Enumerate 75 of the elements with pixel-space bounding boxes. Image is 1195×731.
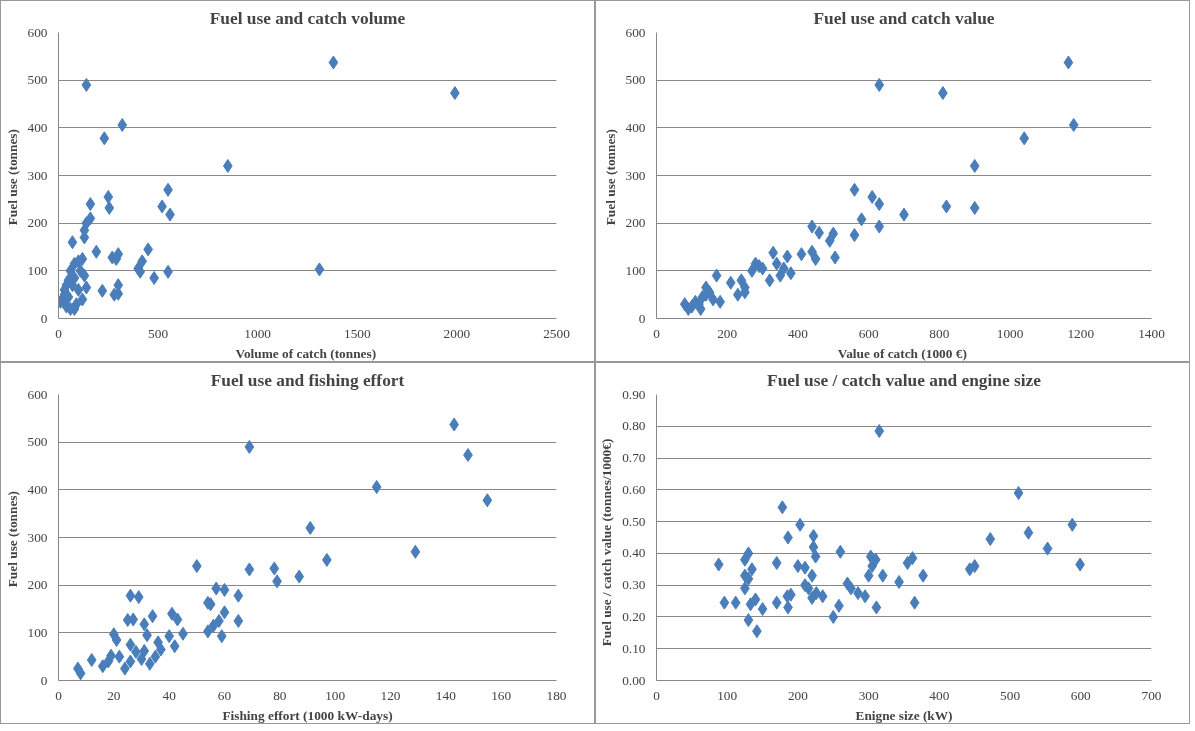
- y-axis-title: Fuel use (tonnes): [4, 129, 20, 226]
- y-tick-label: 400: [27, 481, 48, 497]
- x-tick-label: 160: [491, 687, 512, 703]
- x-tick-label: 20: [107, 687, 121, 703]
- chart-title: Fuel use / catch value and engine size: [767, 370, 1042, 390]
- x-tick-label: 600: [858, 325, 879, 341]
- y-tick-label: 0.30: [622, 577, 646, 593]
- x-tick-label: 2500: [543, 325, 571, 341]
- y-tick-label: 0.80: [622, 418, 646, 434]
- y-tick-label: 600: [27, 24, 48, 40]
- y-tick-label: 0.20: [622, 608, 646, 624]
- x-tick-label: 1000: [996, 325, 1024, 341]
- x-tick-label: 60: [217, 687, 232, 703]
- y-tick-label: 100: [27, 624, 48, 640]
- x-tick-label: 100: [325, 687, 346, 703]
- y-tick-label: 0.90: [622, 386, 646, 402]
- x-axis-title: Volume of catch (tonnes): [235, 345, 377, 361]
- x-tick-label: 200: [787, 687, 809, 703]
- chart-title: Fuel use and fishing effort: [210, 370, 405, 390]
- x-tick-label: 0: [653, 687, 661, 703]
- y-axis-title: Fuel use (tonnes): [602, 129, 618, 226]
- x-tick-label: 500: [148, 325, 169, 341]
- x-axis-title: Fishing effort (1000 kW-days): [222, 707, 393, 723]
- x-tick-label: 400: [929, 687, 950, 703]
- y-tick-label: 500: [27, 434, 48, 450]
- x-tick-label: 40: [162, 687, 177, 703]
- x-tick-label: 100: [717, 687, 738, 703]
- y-tick-label: 100: [625, 262, 646, 278]
- y-tick-label: 300: [625, 167, 646, 183]
- y-tick-label: 600: [625, 24, 646, 40]
- y-tick-label: 0: [40, 672, 48, 688]
- x-axis-title: Enigne size (kW): [855, 707, 953, 723]
- y-tick-label: 200: [625, 215, 646, 231]
- y-tick-label: 200: [27, 577, 48, 593]
- x-tick-label: 700: [1141, 687, 1162, 703]
- y-tick-label: 0.10: [622, 640, 646, 656]
- y-tick-label: 0: [638, 310, 646, 326]
- x-tick-label: 120: [380, 687, 401, 703]
- chart-title: Fuel use and catch volume: [209, 8, 406, 28]
- x-tick-label: 400: [787, 325, 809, 341]
- y-tick-label: 0.60: [622, 481, 646, 497]
- y-axis-title: Fuel use (tonnes): [4, 491, 20, 588]
- y-axis-title: Fuel use / catch value (tonnes/1000€): [599, 438, 615, 647]
- x-tick-label: 1400: [1138, 325, 1166, 341]
- x-tick-label: 0: [55, 687, 63, 703]
- y-tick-label: 400: [625, 119, 646, 135]
- x-tick-label: 2000: [443, 325, 471, 341]
- y-tick-label: 300: [27, 529, 48, 545]
- y-tick-label: 0.50: [622, 513, 646, 529]
- y-tick-label: 600: [27, 386, 48, 402]
- x-tick-label: 1500: [343, 325, 371, 341]
- x-tick-label: 600: [1070, 687, 1092, 703]
- x-tick-label: 200: [717, 325, 738, 341]
- x-tick-label: 140: [435, 687, 457, 703]
- x-tick-label: 0: [55, 325, 63, 341]
- x-tick-label: 1000: [244, 325, 272, 341]
- y-tick-label: 100: [27, 262, 48, 278]
- y-tick-label: 400: [27, 119, 48, 135]
- x-tick-label: 180: [546, 687, 567, 703]
- x-tick-label: 800: [929, 325, 950, 341]
- y-tick-label: 0: [40, 310, 48, 326]
- y-tick-label: 300: [27, 167, 48, 183]
- x-axis-title: Value of catch (1000 €): [837, 345, 967, 361]
- x-tick-label: 500: [1000, 687, 1021, 703]
- x-tick-label: 80: [273, 687, 287, 703]
- y-tick-label: 0.70: [622, 450, 646, 466]
- chart-title: Fuel use and catch value: [813, 8, 995, 28]
- y-tick-label: 500: [625, 72, 646, 88]
- y-tick-label: 500: [27, 72, 48, 88]
- y-tick-label: 200: [27, 215, 48, 231]
- y-tick-label: 0.40: [622, 545, 646, 561]
- y-tick-label: 0.00: [622, 672, 646, 688]
- x-tick-label: 300: [858, 687, 879, 703]
- x-tick-label: 0: [653, 325, 661, 341]
- x-tick-label: 1200: [1067, 325, 1095, 341]
